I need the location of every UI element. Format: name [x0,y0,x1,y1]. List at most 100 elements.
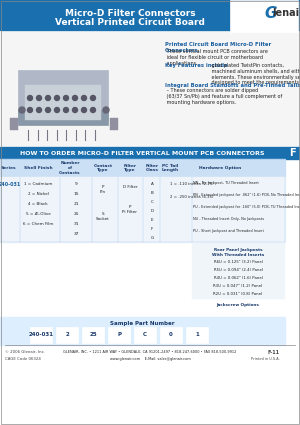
Text: These vertical mount PCB connectors are
 ideal for flexible circuit or motherboa: These vertical mount PCB connectors are … [165,49,268,65]
Text: P
Pi Filter: P Pi Filter [122,205,137,214]
Circle shape [19,107,25,113]
Text: 6 = Chem Film: 6 = Chem Film [23,222,53,226]
Text: F: F [151,227,153,231]
Circle shape [91,108,95,113]
Circle shape [28,96,32,100]
Text: PU - Short Jackpost and Threaded Insert: PU - Short Jackpost and Threaded Insert [193,229,264,233]
Text: 9: 9 [75,182,77,186]
Circle shape [73,96,77,100]
Circle shape [73,108,77,113]
Text: © 2006 Glenair, Inc.: © 2006 Glenair, Inc. [5,350,45,354]
Text: 2 = .250 inches (6.35): 2 = .250 inches (6.35) [170,195,214,199]
Text: G: G [150,236,154,240]
Bar [192,242,285,299]
Text: G: G [264,6,277,20]
Text: P: P [117,332,121,337]
Text: 1 = Cadmium: 1 = Cadmium [24,182,52,186]
Bar [160,327,182,343]
Text: R3U = 0.047" (1.2) Panel: R3U = 0.047" (1.2) Panel [213,284,262,288]
Text: 240-031: 240-031 [0,182,21,187]
Text: 21: 21 [73,202,79,206]
Bar [285,147,300,159]
Text: Micro-D Filter Connectors: Micro-D Filter Connectors [65,8,195,17]
Bar [0,147,285,159]
Text: Key Features include: Key Features include [165,63,228,68]
Text: R6U = 0.125" (3.2) Panel: R6U = 0.125" (3.2) Panel [214,260,262,264]
Bar [134,327,156,343]
Text: R5U = 0.094" (2.4) Panel: R5U = 0.094" (2.4) Panel [214,268,262,272]
Text: F: F [289,148,295,158]
Circle shape [46,108,50,113]
Text: NN - No Jackpost, TU Threaded Insert: NN - No Jackpost, TU Threaded Insert [193,181,259,185]
Bar [186,327,208,343]
Text: 2 = Nickel: 2 = Nickel [28,192,48,196]
Circle shape [55,96,59,100]
Circle shape [82,96,86,100]
Text: A: A [151,182,153,186]
Text: C: C [143,332,147,337]
Circle shape [64,108,68,113]
Text: NU - Threaded Insert Only, No Jackposts: NU - Threaded Insert Only, No Jackposts [193,217,264,221]
Text: R4U = 0.062" (1.6) Panel: R4U = 0.062" (1.6) Panel [214,276,262,280]
Text: CAGE Code 06324: CAGE Code 06324 [5,357,41,361]
Bar [230,0,298,32]
Text: 4 = Black: 4 = Black [28,202,48,206]
Text: 37: 37 [73,232,79,236]
Text: D Filter: D Filter [123,185,137,189]
Text: 25: 25 [73,212,79,216]
Text: 2: 2 [65,332,69,337]
Bar [25,85,101,120]
Text: HOW TO ORDER MICRO-D FILTER VERTICAL MOUNT PCB CONNECTORS: HOW TO ORDER MICRO-D FILTER VERTICAL MOU… [20,150,264,156]
Bar [18,110,108,125]
Bar [18,70,108,120]
Text: GLENAIR, INC. • 1211 AIR WAY • GLENDALE, CA 91201-2497 • 818-247-6000 • FAX 818-: GLENAIR, INC. • 1211 AIR WAY • GLENDALE,… [63,350,237,354]
Text: 1 = .110 inches (2.75): 1 = .110 inches (2.75) [170,182,214,186]
Text: P
Pin: P Pin [100,185,106,194]
Bar [110,118,118,130]
Bar [0,32,300,145]
Bar [0,177,285,242]
Circle shape [37,96,41,100]
Bar [0,159,285,177]
Bar [0,0,300,30]
Text: Shell Finish: Shell Finish [24,166,52,170]
Text: Rear Panel Jackposts
With Threaded Inserts: Rear Panel Jackposts With Threaded Inser… [212,248,264,257]
Text: C: C [151,200,153,204]
Text: Vertical Printed Circuit Board: Vertical Printed Circuit Board [55,17,205,26]
Text: PC Tail
Length: PC Tail Length [161,164,178,172]
Circle shape [46,96,50,100]
Circle shape [103,107,109,113]
Bar [10,118,18,130]
Text: 1: 1 [195,332,199,337]
Circle shape [64,96,68,100]
Circle shape [28,108,32,113]
Text: S
Socket: S Socket [96,212,110,221]
Text: D: D [150,209,154,213]
Text: B: B [151,191,153,195]
Text: 25: 25 [89,332,97,337]
Bar [56,327,78,343]
Bar [108,327,130,343]
Bar [0,317,285,345]
Text: Integral Board Standoffs and Pre-Tinned Tails: Integral Board Standoffs and Pre-Tinned … [165,83,300,88]
Text: Printed in U.S.A.: Printed in U.S.A. [251,357,280,361]
Text: – These connectors are solder dipped
 (63/37 Sn/Pb) and feature a full complemen: – These connectors are solder dipped (63… [165,88,282,105]
Text: F-11: F-11 [268,350,280,355]
Circle shape [82,108,86,113]
Text: 240-031: 240-031 [28,332,53,337]
Bar [30,327,52,343]
Text: 5 = Æ-Olive: 5 = Æ-Olive [26,212,50,216]
Text: gold plated TwistPin contacts,
 machined aluminum shells, and either Pi or C fil: gold plated TwistPin contacts, machined … [210,63,300,85]
Text: Hardware Option: Hardware Option [199,166,241,170]
Text: Filter
Class: Filter Class [146,164,159,172]
Text: Sample Part Number: Sample Part Number [110,321,174,326]
Circle shape [91,96,95,100]
Circle shape [55,108,59,113]
Text: Series: Series [0,166,16,170]
Text: lenair.: lenair. [272,8,300,18]
Text: PN - Extended jackpost for .062" (1.6) PCB, No Threaded Insert: PN - Extended jackpost for .062" (1.6) P… [193,193,300,197]
Text: Number
of
Contacts: Number of Contacts [59,162,81,175]
Text: www.glenair.com    E-Mail: sales@glenair.com: www.glenair.com E-Mail: sales@glenair.co… [110,357,190,361]
Bar [82,327,104,343]
Text: R2U = 0.031" (0.8) Panel: R2U = 0.031" (0.8) Panel [213,292,262,296]
